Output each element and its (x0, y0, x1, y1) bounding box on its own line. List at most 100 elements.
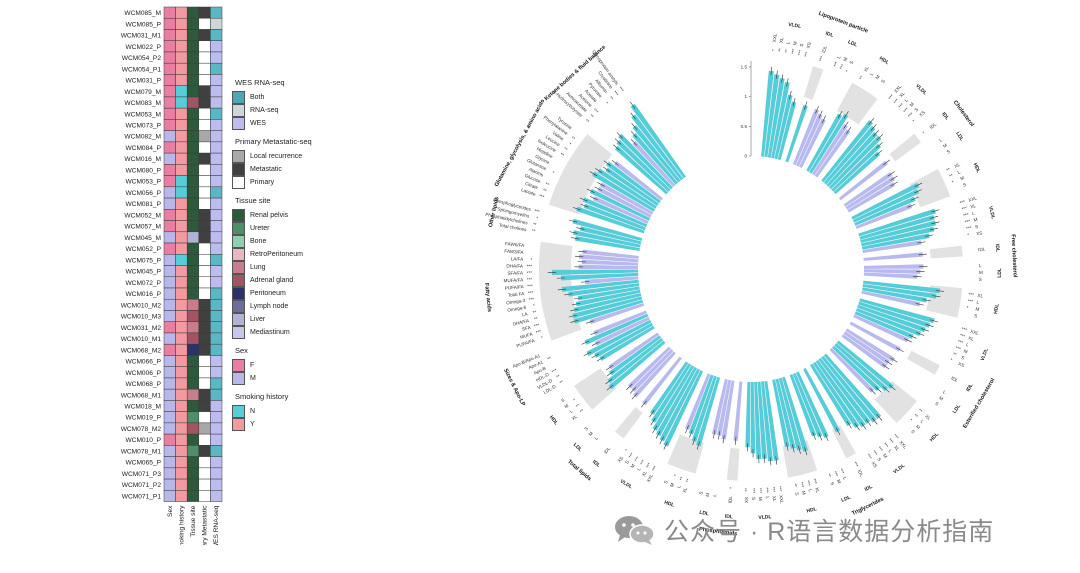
significance-label: *** (645, 462, 652, 469)
bar-label: XL (898, 90, 906, 98)
heatmap-cell (163, 265, 176, 278)
heatmap-cell (175, 388, 188, 401)
error-bar (649, 410, 655, 418)
error-bar (789, 90, 792, 100)
heatmap-cell (210, 6, 223, 19)
heatmap-cell (198, 6, 211, 19)
error-bar (734, 436, 737, 445)
subgroup-label: VLDL (758, 514, 771, 521)
error-bar (591, 353, 600, 359)
legend-item: Mediastinum (232, 326, 342, 339)
bar-label: L (979, 263, 982, 268)
subgroup-label: IDL (725, 514, 734, 521)
error-bar (845, 126, 852, 135)
bar-label: XL (924, 414, 932, 422)
heatmap-cell (210, 445, 223, 457)
error-bar (569, 231, 578, 234)
heatmap-cell (210, 298, 223, 311)
bar (589, 302, 645, 325)
bar-label: SFA/FA (507, 270, 524, 275)
significance-label: ** (948, 173, 954, 179)
legend-item: Adrenal gland (232, 274, 342, 287)
bar (814, 129, 851, 178)
heatmap-cell (210, 164, 223, 176)
bar (858, 208, 936, 237)
subgroup-label: HDL (663, 500, 675, 509)
heatmap-cell (210, 332, 223, 345)
bar (852, 189, 920, 223)
error-bar (589, 171, 598, 177)
heatmap-cell (186, 422, 200, 435)
subgroup-label: IDL (864, 484, 874, 493)
heatmap-cell (186, 310, 200, 322)
legend-swatch (232, 117, 245, 130)
bar-label: XL (571, 414, 579, 422)
bar-label: XL (968, 335, 975, 342)
heatmap-cell (198, 107, 211, 120)
bar-label: M (979, 270, 983, 275)
radial-axis: 0 0.5 1 1.5 (741, 61, 752, 159)
error-bar (606, 384, 614, 391)
subgroup-label: LDL (572, 442, 583, 453)
error-bar (630, 131, 637, 138)
bar (847, 182, 896, 213)
heatmap-cell (175, 40, 188, 53)
sector-band (906, 350, 940, 375)
error-bar (712, 430, 716, 439)
legend-group: Sex F M (232, 346, 342, 385)
heatmap-cell (198, 130, 211, 143)
significance-label: *** (967, 298, 973, 304)
legend-label: Metastatic (250, 166, 282, 173)
bar-label: IDL (603, 446, 612, 455)
bar (841, 334, 888, 369)
legend-label: Primary (250, 179, 275, 186)
row-label: WCM053_M (124, 111, 161, 118)
row-label: WCM016_M (124, 156, 161, 163)
heatmap-cell (210, 17, 223, 30)
bar-label: S (910, 429, 916, 435)
significance-label: *** (892, 433, 899, 440)
heatmap-cell (210, 96, 223, 109)
bar-label: XL (682, 486, 689, 493)
legend-label: Renal pelvis (250, 212, 289, 219)
bar-label: XXL (970, 329, 980, 336)
sector-band (667, 434, 704, 474)
bar (608, 332, 660, 370)
heatmap-cell (210, 366, 223, 379)
heatmap-cell (198, 321, 211, 334)
column-label: WES RNA-seq (213, 505, 220, 545)
bar-label: M (563, 403, 569, 409)
legend-label: Bone (250, 238, 267, 245)
bar-label: XXL (772, 33, 778, 43)
heatmap-cell (175, 456, 188, 469)
heatmap-cell (186, 355, 200, 367)
heatmap-cell (198, 287, 211, 300)
heatmap-cell (175, 85, 188, 98)
bar (599, 325, 655, 361)
column-label: Sex (167, 505, 174, 517)
heatmap-cell (198, 298, 211, 311)
bar-label: DHA/FA (512, 318, 530, 327)
bar (838, 160, 888, 201)
bar (823, 353, 882, 420)
error-bar (792, 444, 795, 453)
heatmap-cell (198, 400, 211, 412)
row-label: WCM031_P (125, 78, 161, 85)
heatmap-cell (163, 17, 176, 30)
row-label: WCM083_M (124, 100, 161, 107)
error-bar (650, 417, 656, 426)
legend-label: WES (250, 120, 266, 127)
legend-item: N (232, 405, 342, 418)
bar (778, 377, 802, 451)
error-bar (885, 360, 893, 366)
heatmap-cell (175, 62, 188, 75)
legend-label: Peritoneum (250, 290, 286, 297)
bar-label: Apo-A1 (528, 359, 544, 370)
heatmap-cell (175, 321, 188, 334)
bar (572, 230, 641, 248)
bar (618, 133, 673, 190)
significance-label: *** (959, 333, 966, 339)
heatmap-cell (210, 209, 223, 221)
row-label: WCM054_P1 (122, 66, 162, 73)
heatmap-cell (175, 197, 188, 210)
